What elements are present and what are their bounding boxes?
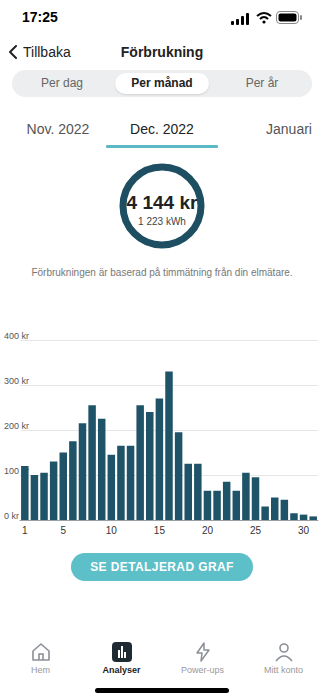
svg-text:15: 15 [154, 525, 166, 536]
html-text:Dec. 2022: Dec. 2022 [130, 121, 194, 137]
html-text:Analyser: Analyser [102, 665, 141, 675]
svg-text:25: 25 [250, 525, 262, 536]
html-text:Per år: Per år [245, 76, 279, 90]
svg-text:0 kr: 0 kr [4, 511, 19, 521]
svg-text:1: 1 [22, 525, 28, 536]
svg-text:300 kr: 300 kr [4, 376, 29, 386]
html-text:17:25: 17:25 [22, 9, 58, 25]
html-text:SE DETALJERAD GRAF: SE DETALJERAD GRAF [90, 560, 234, 574]
svg-text:100 kr: 100 kr [4, 465, 29, 476]
html-text:Förbrukning: Förbrukning [120, 44, 204, 60]
html-text:Nov. 2022: Nov. 2022 [26, 121, 90, 137]
svg-text:400 kr: 400 kr [4, 331, 29, 341]
html-text:Per månad: Per månad [131, 76, 193, 90]
svg-text:30: 30 [298, 525, 310, 536]
html-text:Tillbaka: Tillbaka [23, 44, 71, 60]
svg-text:5: 5 [60, 525, 66, 536]
html-text:Förbrukningen är baserad på ti: Förbrukningen är baserad på timmätning f… [31, 267, 293, 278]
html-text:Per dag: Per dag [41, 76, 83, 90]
html-text:1 223 kWh: 1 223 kWh [138, 216, 186, 227]
html-text:Hem: Hem [31, 665, 50, 675]
html-text:Mitt konto: Mitt konto [264, 665, 303, 675]
svg-text:20: 20 [202, 525, 214, 536]
svg-text:200 kr: 200 kr [4, 421, 29, 431]
html-text:Power-ups: Power-ups [181, 665, 224, 675]
html-text:Januari: Januari [266, 121, 312, 137]
html-text:4 144 kr: 4 144 kr [126, 192, 198, 213]
svg-text:10: 10 [106, 525, 118, 536]
